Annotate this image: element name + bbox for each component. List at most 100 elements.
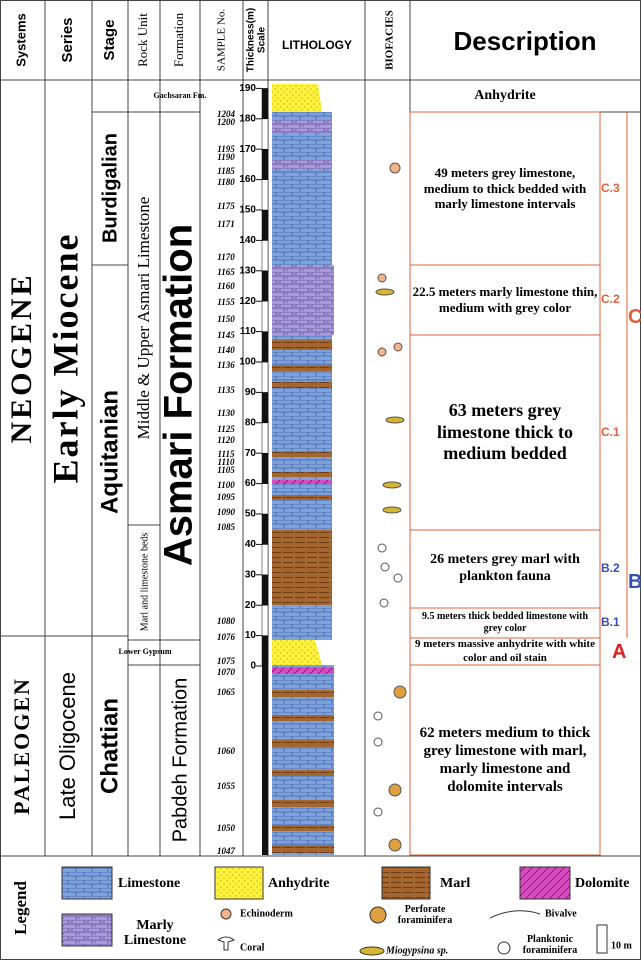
- scale-block: [262, 240, 268, 270]
- description-code: C.2: [601, 292, 620, 306]
- sample-number: 1120: [217, 435, 235, 445]
- unit-letter: C: [628, 306, 641, 329]
- legend-label: Marl: [440, 876, 470, 891]
- scale-block: [262, 301, 268, 331]
- header-series: Series: [59, 17, 76, 62]
- description-code: A: [612, 641, 626, 664]
- header-description: Description: [453, 26, 596, 56]
- header-sample: SAMPLE No.: [216, 9, 228, 72]
- scale-label: 10: [245, 630, 257, 641]
- scale-block: [262, 514, 268, 544]
- series: Late Oligocene: [55, 672, 80, 820]
- scale-block: [262, 484, 268, 514]
- scale-label: 170: [239, 144, 256, 155]
- stage: Aquitanian: [96, 390, 123, 514]
- sample-number: 1170: [217, 252, 235, 262]
- legend-label: Dolomite: [575, 876, 629, 891]
- scale-label: 140: [239, 235, 256, 246]
- scale-label: 110: [240, 326, 257, 337]
- sample-number: 1095: [217, 492, 236, 502]
- scale-label: 120: [239, 296, 256, 307]
- header-scale: Scale: [257, 26, 268, 53]
- sample-number: 1160: [217, 281, 235, 291]
- system: NEOGENE: [5, 272, 38, 443]
- scale-block: [262, 453, 268, 483]
- sample-number: 1155: [217, 297, 235, 307]
- header-lithology: LITHOLOGY: [282, 38, 352, 52]
- scale-label: 90: [245, 387, 257, 398]
- legend-label: 10 m: [611, 940, 633, 951]
- legend-label: Bivalve: [545, 908, 577, 919]
- scale-block: [262, 605, 268, 635]
- legend-label: Coral: [240, 942, 265, 953]
- scale-label: 60: [245, 478, 257, 489]
- sample-number: 1105: [217, 465, 235, 475]
- formation: Asmari Formation: [157, 224, 201, 566]
- formation: Gachsaran Fm.: [154, 91, 207, 100]
- sample-number: 1075: [217, 656, 236, 666]
- sample-number: 1100: [217, 480, 235, 490]
- scale-block: [262, 149, 268, 179]
- scale-block: [262, 119, 268, 149]
- scale-label: 180: [239, 113, 256, 124]
- sample-number: 1055: [217, 781, 236, 791]
- description-text: 9.5 meters thick bedded limestone with g…: [412, 608, 598, 638]
- scale-label: 160: [239, 174, 256, 185]
- description-code: C.1: [601, 425, 620, 439]
- sample-number: 1076: [217, 632, 236, 642]
- scale-label: 150: [239, 205, 256, 216]
- scale-block: [262, 210, 268, 240]
- formation: Pabdeh Formation: [169, 678, 191, 843]
- scale-block: [262, 88, 268, 118]
- scale-label: 190: [239, 83, 256, 94]
- description-text: 9 meters massive anhydrite with white co…: [412, 638, 598, 665]
- scale-block: [262, 575, 268, 605]
- description-text: Anhydrite: [412, 80, 598, 112]
- scale-label: 100: [239, 357, 256, 368]
- legend-label: Limestone: [118, 876, 180, 891]
- scale-label: 50: [245, 509, 257, 520]
- scale-label: 20: [245, 600, 257, 611]
- sample-number: 1185: [217, 166, 235, 176]
- description-code: B.2: [601, 561, 620, 575]
- sample-number: 1136: [217, 360, 235, 370]
- stage: Burdigalian: [99, 133, 121, 243]
- description-text: 26 meters grey marl with plankton fauna: [412, 530, 598, 608]
- legend-label: Marly Limestone: [115, 918, 195, 949]
- header-formation: Formation: [171, 12, 186, 67]
- description-text: 22.5 meters marly limestone thin, medium…: [412, 265, 598, 335]
- header-rock-unit: Rock Unit: [135, 13, 150, 67]
- sample-number: 1070: [217, 667, 236, 677]
- scale-block: [262, 180, 268, 210]
- rock-unit: Middle & Upper Asmari Limestone: [134, 197, 153, 440]
- stage: Chattian: [96, 698, 123, 794]
- sample-number: 1050: [217, 823, 236, 833]
- scale-label: 70: [245, 448, 257, 459]
- sample-number: 1047: [217, 846, 236, 856]
- series: Early Miocene: [45, 233, 85, 484]
- sample-number: 1175: [217, 201, 235, 211]
- sample-number: 1130: [217, 408, 235, 418]
- sample-number: 1080: [217, 616, 236, 626]
- scale-label: 30: [245, 569, 257, 580]
- description-text: 49 meters grey limestone, medium to thic…: [412, 112, 598, 265]
- sample-number: 1090: [217, 507, 236, 517]
- sample-number: 1190: [217, 152, 235, 162]
- legend-title: Legend: [11, 881, 30, 935]
- scale-block: [262, 362, 268, 392]
- biofacies-icons: [374, 163, 406, 851]
- sample-number: 1180: [217, 177, 235, 187]
- sample-number: 1150: [217, 314, 235, 324]
- rock-unit: Lower Gypsum: [119, 647, 172, 656]
- scale-label: 130: [239, 265, 256, 276]
- sample-number: 1065: [217, 687, 236, 697]
- lithology: [272, 84, 334, 855]
- unit-letter: B: [628, 571, 641, 594]
- scale-block: [262, 423, 268, 453]
- header-systems: Systems: [13, 13, 28, 66]
- sample-number: 1171: [217, 219, 235, 229]
- legend-label: Anhydrite: [268, 876, 329, 891]
- rock-unit: Marl and limestone beds: [139, 533, 150, 632]
- scale-block: [262, 636, 268, 666]
- scale-lower: [262, 666, 268, 855]
